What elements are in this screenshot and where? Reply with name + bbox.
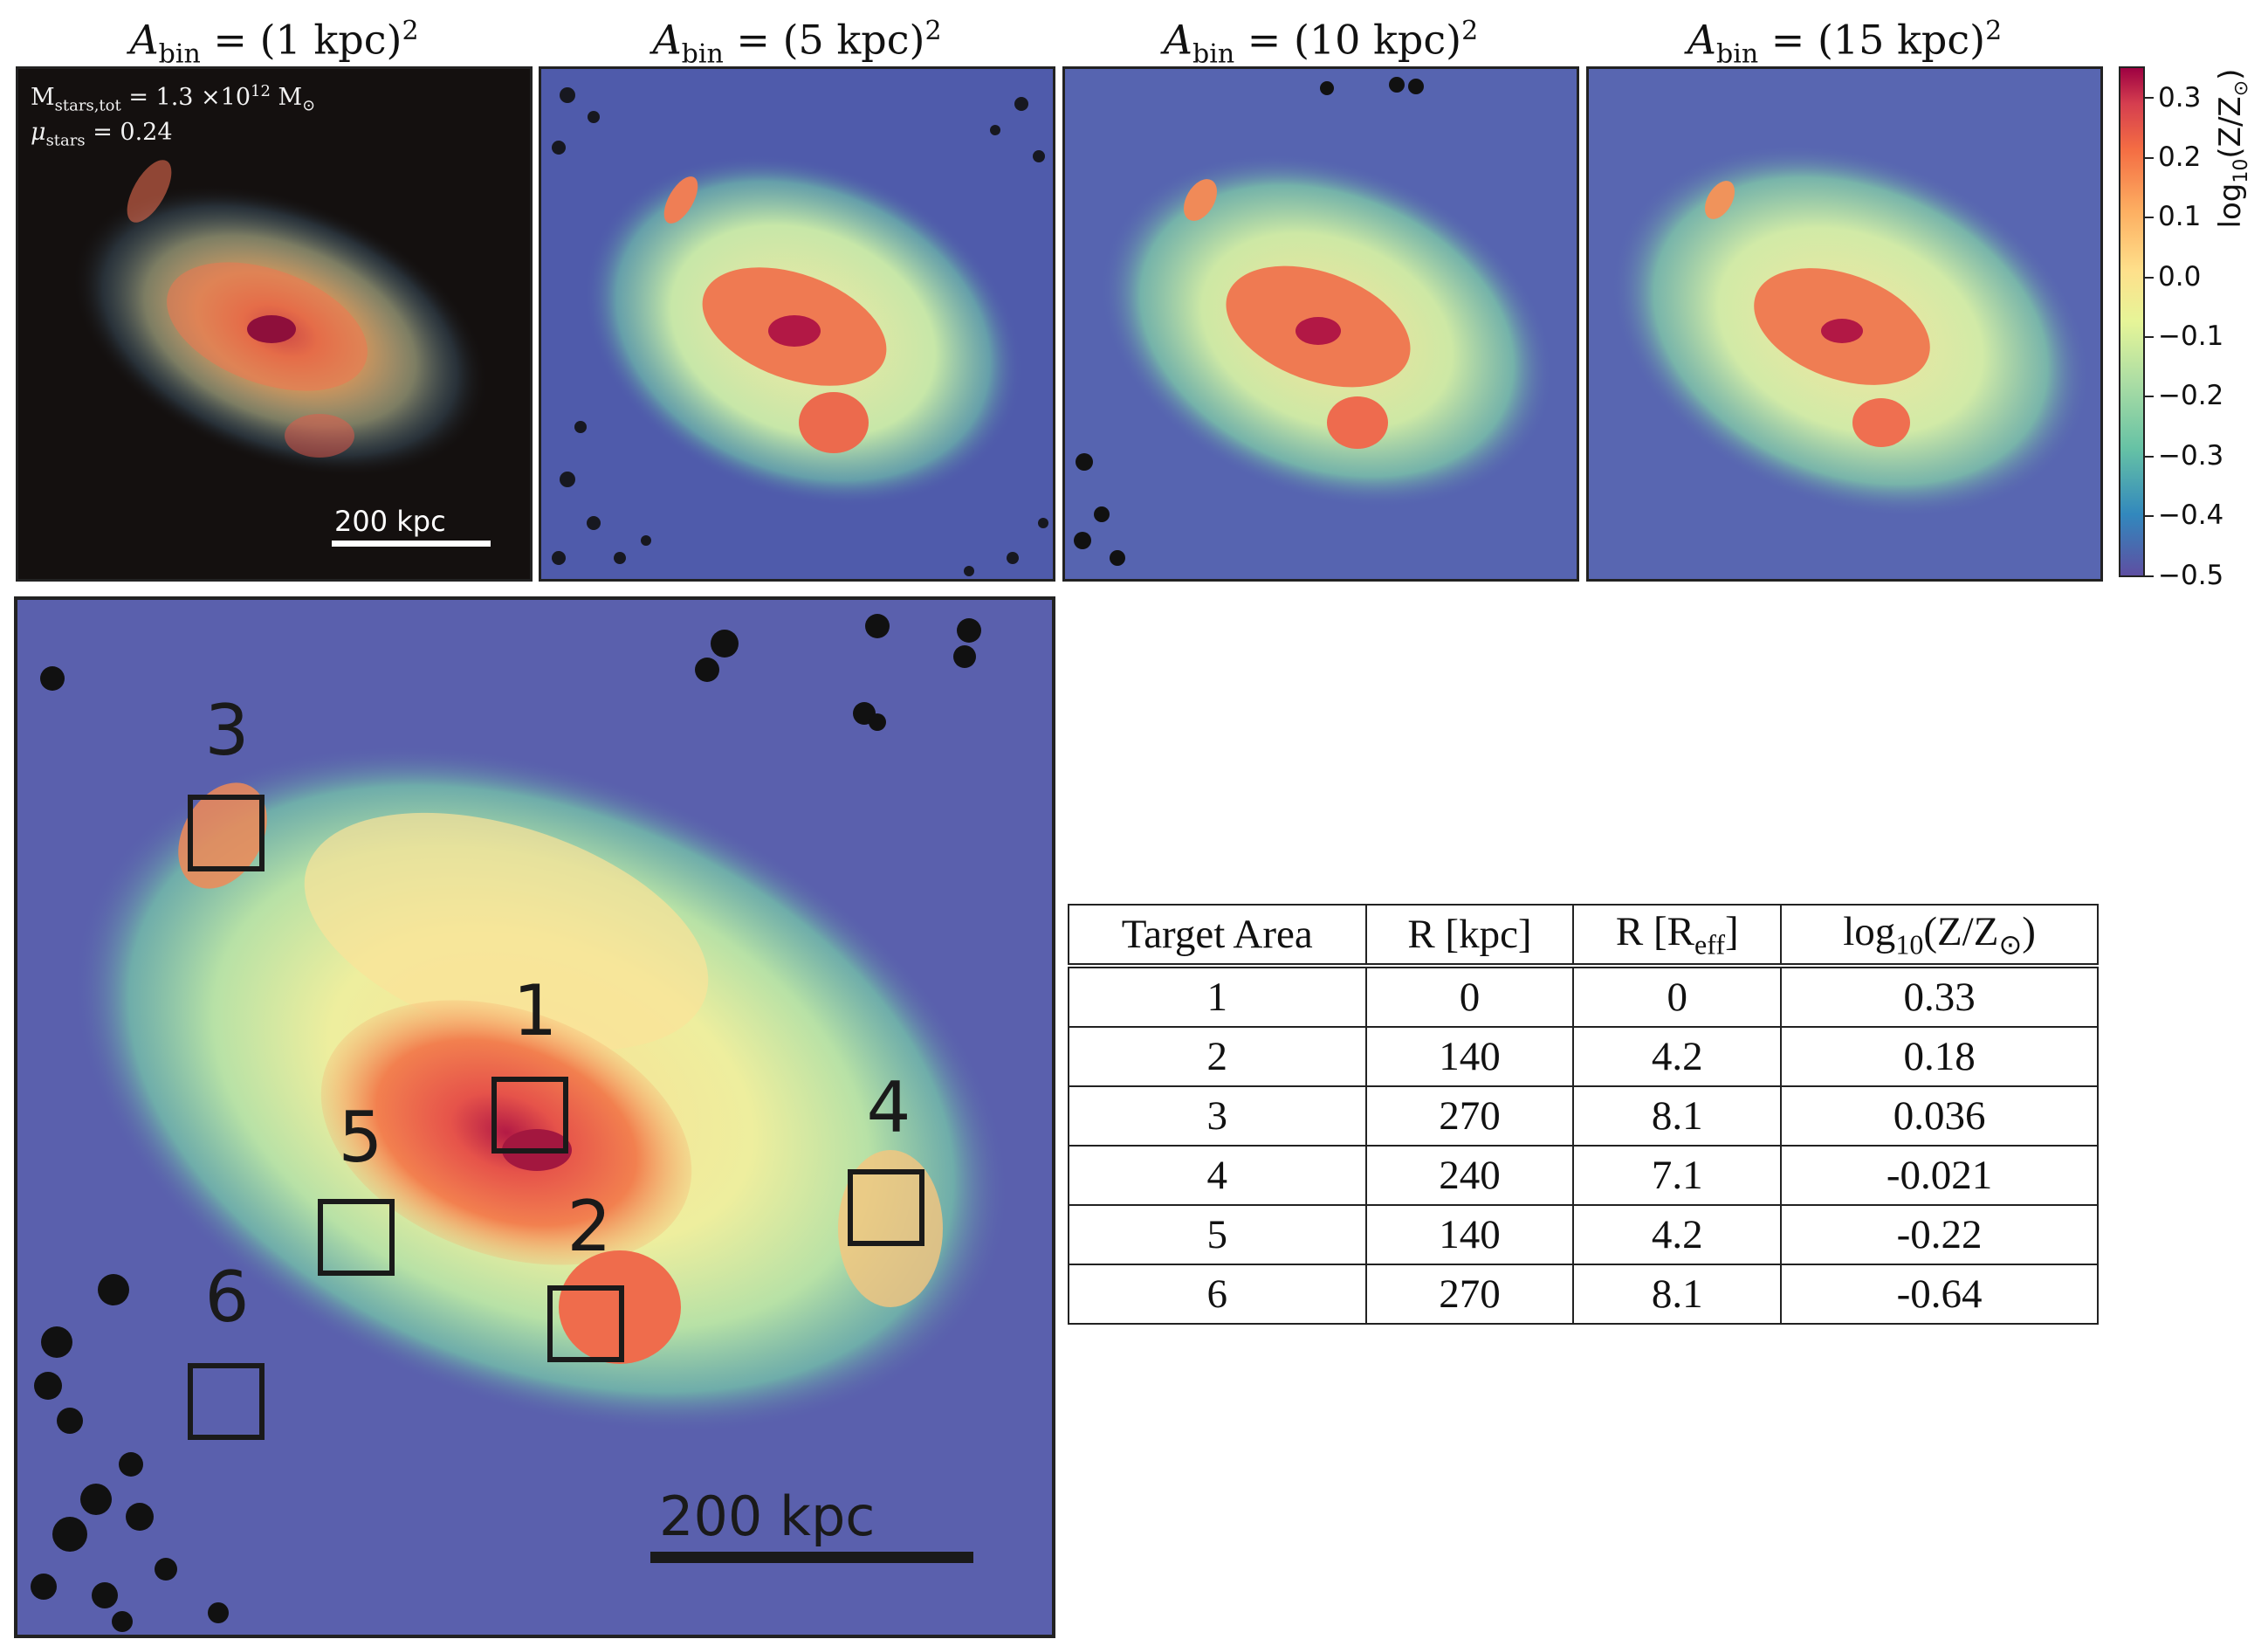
cell-r-eff: 0 xyxy=(1572,965,1783,1028)
zoomed-metallicity-map xyxy=(14,596,1055,1638)
cell-r-kpc: 140 xyxy=(1364,1026,1575,1087)
colorbar-tick xyxy=(2145,336,2154,338)
scale-bar-label-top: 200 kpc xyxy=(334,505,446,538)
cell-logz: 0.18 xyxy=(1780,1026,2099,1087)
target-area-box-3 xyxy=(188,795,265,871)
table-row: 6 270 8.1 -0.64 xyxy=(1068,1264,2099,1325)
colorbar-tick-label: 0.3 xyxy=(2158,82,2202,114)
colorbar-tick xyxy=(2145,396,2154,397)
cell-r-eff: 7.1 xyxy=(1572,1145,1783,1206)
scale-bar-label-bottom: 200 kpc xyxy=(659,1484,876,1548)
binned-map-graphic xyxy=(552,87,1048,576)
scale-bar-top xyxy=(332,541,491,547)
target-area-box-5 xyxy=(318,1199,395,1276)
colorbar-tick-label: 0.0 xyxy=(2158,261,2202,293)
cell-r-kpc: 0 xyxy=(1364,965,1575,1028)
metallicity-map-15kpc xyxy=(1586,66,2103,582)
target-area-box-6 xyxy=(188,1363,265,1440)
zoomed-map-graphic xyxy=(31,614,1010,1632)
table-row: 1 0 0 0.33 xyxy=(1068,965,2099,1028)
colorbar-tick-label: −0.5 xyxy=(2158,560,2224,591)
table-header-row: Target Area R [kpc] R [Reff] log10(Z/Z⊙) xyxy=(1068,904,2099,968)
colorbar-tick xyxy=(2145,97,2154,99)
colorbar-tick-label: −0.3 xyxy=(2158,440,2224,472)
table-row: 3 270 8.1 0.036 xyxy=(1068,1085,2099,1147)
binned-map-graphic xyxy=(1611,144,2091,518)
colorbar-tick-label: 0.2 xyxy=(2158,141,2202,173)
cell-area: 6 xyxy=(1068,1264,1367,1325)
cell-logz: 0.036 xyxy=(1780,1085,2099,1147)
colorbar-tick xyxy=(2145,217,2154,218)
target-area-label-6: 6 xyxy=(204,1257,250,1338)
cell-r-kpc: 270 xyxy=(1364,1264,1575,1325)
panel-title-2: Abin = (5 kpc)2 xyxy=(652,16,942,70)
colorbar-tick xyxy=(2145,456,2154,458)
header-r-kpc: R [kpc] xyxy=(1364,904,1575,968)
colorbar-tick xyxy=(2145,157,2154,159)
cell-area: 4 xyxy=(1068,1145,1367,1206)
panel-title-3: Abin = (10 kpc)2 xyxy=(1163,16,1479,70)
cell-r-kpc: 240 xyxy=(1364,1145,1575,1206)
colorbar-tick-label: −0.1 xyxy=(2158,320,2224,352)
particle-map-graphic xyxy=(72,160,489,478)
cell-logz: -0.22 xyxy=(1780,1204,2099,1265)
cell-r-eff: 8.1 xyxy=(1572,1085,1783,1147)
header-r-reff: R [Reff] xyxy=(1572,904,1783,968)
cell-r-kpc: 270 xyxy=(1364,1085,1575,1147)
target-area-box-2 xyxy=(547,1285,624,1362)
table-row: 2 140 4.2 0.18 xyxy=(1068,1026,2099,1087)
table-row: 5 140 4.2 -0.22 xyxy=(1068,1204,2099,1265)
cell-logz: -0.021 xyxy=(1780,1145,2099,1206)
cell-area: 2 xyxy=(1068,1026,1367,1087)
metallicity-map-1kpc xyxy=(16,66,533,582)
colorbar-label: log10(Z/Z⊙) xyxy=(2213,68,2252,229)
target-area-table: Target Area R [kpc] R [Reff] log10(Z/Z⊙)… xyxy=(1068,904,2099,1325)
cell-logz: -0.64 xyxy=(1780,1264,2099,1325)
header-log-metallicity: log10(Z/Z⊙) xyxy=(1780,904,2099,968)
header-target-area: Target Area xyxy=(1068,904,1367,968)
metallicity-map-5kpc xyxy=(539,66,1055,582)
colorbar-tick xyxy=(2145,515,2154,517)
stellar-mu-label: μstars = 0.24 xyxy=(31,119,173,150)
stellar-mass-label: Mstars,tot = 1.3 ×1012 M⊙ xyxy=(31,82,316,115)
colorbar-tick-label: 0.1 xyxy=(2158,201,2202,232)
cell-area: 3 xyxy=(1068,1085,1367,1147)
colorbar-tick xyxy=(2145,575,2154,577)
panel-title-1: Abin = (1 kpc)2 xyxy=(129,16,419,70)
panel-title-4: Abin = (15 kpc)2 xyxy=(1687,16,2003,70)
colorbar-tick-label: −0.2 xyxy=(2158,380,2224,411)
cell-r-eff: 8.1 xyxy=(1572,1264,1783,1325)
cell-area: 5 xyxy=(1068,1204,1367,1265)
binned-map-graphic xyxy=(1074,77,1555,566)
metallicity-map-10kpc xyxy=(1062,66,1579,582)
target-area-label-1: 1 xyxy=(512,970,558,1051)
cell-r-eff: 4.2 xyxy=(1572,1204,1783,1265)
cell-area: 1 xyxy=(1068,965,1367,1028)
cell-r-eff: 4.2 xyxy=(1572,1026,1783,1087)
colorbar xyxy=(2119,66,2145,577)
colorbar-tick xyxy=(2145,277,2154,279)
colorbar-tick-label: −0.4 xyxy=(2158,499,2224,531)
target-area-box-1 xyxy=(491,1077,568,1154)
target-area-label-4: 4 xyxy=(866,1067,911,1148)
scale-bar-bottom xyxy=(650,1552,973,1563)
target-area-label-2: 2 xyxy=(567,1186,612,1267)
cell-r-kpc: 140 xyxy=(1364,1204,1575,1265)
target-area-label-5: 5 xyxy=(338,1097,383,1178)
target-area-box-4 xyxy=(848,1169,924,1246)
table-row: 4 240 7.1 -0.021 xyxy=(1068,1145,2099,1206)
target-area-label-3: 3 xyxy=(204,690,250,771)
cell-logz: 0.33 xyxy=(1780,965,2099,1028)
